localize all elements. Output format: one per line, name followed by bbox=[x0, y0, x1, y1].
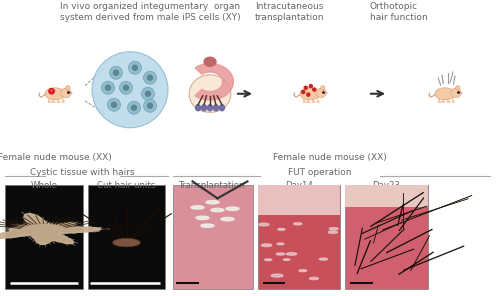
Text: Transplantation: Transplantation bbox=[179, 181, 246, 190]
Ellipse shape bbox=[148, 103, 152, 108]
Circle shape bbox=[320, 258, 328, 260]
Circle shape bbox=[312, 88, 316, 91]
Circle shape bbox=[191, 206, 204, 209]
Bar bbox=[88, 185, 165, 289]
Ellipse shape bbox=[148, 75, 152, 80]
Ellipse shape bbox=[220, 105, 224, 111]
Polygon shape bbox=[189, 75, 231, 112]
Text: Female nude mouse (XX): Female nude mouse (XX) bbox=[0, 153, 112, 162]
Circle shape bbox=[66, 86, 70, 90]
Polygon shape bbox=[195, 64, 234, 100]
Circle shape bbox=[310, 85, 312, 88]
Circle shape bbox=[211, 208, 224, 212]
Circle shape bbox=[310, 277, 318, 280]
Text: Intracutaneous
transplantation: Intracutaneous transplantation bbox=[255, 2, 324, 22]
Circle shape bbox=[277, 243, 284, 245]
Circle shape bbox=[226, 207, 239, 210]
Text: Female nude mouse (XX): Female nude mouse (XX) bbox=[273, 153, 387, 162]
Ellipse shape bbox=[142, 87, 154, 100]
Ellipse shape bbox=[110, 66, 122, 79]
Circle shape bbox=[328, 231, 338, 234]
Ellipse shape bbox=[326, 92, 327, 93]
Ellipse shape bbox=[144, 71, 156, 84]
Circle shape bbox=[196, 216, 209, 220]
Circle shape bbox=[271, 274, 283, 277]
Circle shape bbox=[304, 86, 308, 89]
Bar bbox=[172, 185, 252, 289]
Ellipse shape bbox=[114, 70, 118, 75]
Bar bbox=[5, 185, 82, 289]
Ellipse shape bbox=[196, 105, 200, 111]
Text: FUT operation: FUT operation bbox=[288, 168, 352, 177]
Circle shape bbox=[259, 223, 269, 226]
Ellipse shape bbox=[146, 91, 150, 96]
Ellipse shape bbox=[120, 81, 132, 94]
Ellipse shape bbox=[208, 105, 212, 111]
Ellipse shape bbox=[102, 81, 114, 94]
Circle shape bbox=[221, 218, 234, 221]
Ellipse shape bbox=[300, 88, 320, 100]
Circle shape bbox=[278, 229, 285, 230]
Circle shape bbox=[276, 253, 284, 255]
Ellipse shape bbox=[132, 65, 138, 70]
Ellipse shape bbox=[45, 88, 65, 100]
Text: In vivo organized integumentary  organ
system derived from male iPS cells (XY): In vivo organized integumentary organ sy… bbox=[60, 2, 240, 22]
Ellipse shape bbox=[451, 88, 461, 98]
Circle shape bbox=[92, 52, 168, 128]
Ellipse shape bbox=[202, 105, 206, 111]
Ellipse shape bbox=[435, 88, 455, 100]
Text: Day14: Day14 bbox=[285, 181, 313, 190]
Circle shape bbox=[330, 228, 338, 230]
Circle shape bbox=[307, 93, 310, 96]
Circle shape bbox=[456, 86, 460, 90]
Ellipse shape bbox=[128, 101, 140, 114]
Circle shape bbox=[284, 259, 290, 260]
Circle shape bbox=[299, 270, 306, 272]
Ellipse shape bbox=[106, 85, 110, 90]
Text: Orthotopic
hair function: Orthotopic hair function bbox=[370, 2, 428, 22]
Ellipse shape bbox=[70, 92, 72, 93]
Circle shape bbox=[206, 200, 219, 204]
Text: Whole: Whole bbox=[30, 181, 58, 190]
Circle shape bbox=[320, 86, 325, 90]
Bar bbox=[345, 185, 428, 207]
Text: Cystic tissue with hairs: Cystic tissue with hairs bbox=[30, 168, 135, 177]
Ellipse shape bbox=[124, 85, 128, 90]
Ellipse shape bbox=[144, 99, 156, 112]
Ellipse shape bbox=[214, 105, 218, 111]
Ellipse shape bbox=[61, 88, 71, 98]
Circle shape bbox=[286, 252, 296, 255]
Ellipse shape bbox=[108, 98, 120, 111]
Text: Day23: Day23 bbox=[372, 181, 400, 190]
Bar bbox=[258, 185, 340, 215]
Circle shape bbox=[265, 259, 272, 261]
Circle shape bbox=[49, 89, 54, 94]
Circle shape bbox=[262, 244, 272, 247]
Bar bbox=[258, 185, 340, 289]
Ellipse shape bbox=[204, 57, 216, 66]
Ellipse shape bbox=[316, 88, 326, 98]
Circle shape bbox=[302, 91, 304, 94]
Ellipse shape bbox=[112, 102, 116, 107]
Ellipse shape bbox=[128, 61, 141, 74]
Polygon shape bbox=[0, 214, 101, 244]
Circle shape bbox=[201, 224, 214, 227]
Ellipse shape bbox=[460, 92, 462, 93]
Ellipse shape bbox=[132, 105, 136, 110]
Text: Cut hair units: Cut hair units bbox=[98, 181, 156, 190]
Ellipse shape bbox=[113, 238, 140, 247]
Circle shape bbox=[294, 223, 302, 225]
Bar bbox=[345, 185, 428, 289]
